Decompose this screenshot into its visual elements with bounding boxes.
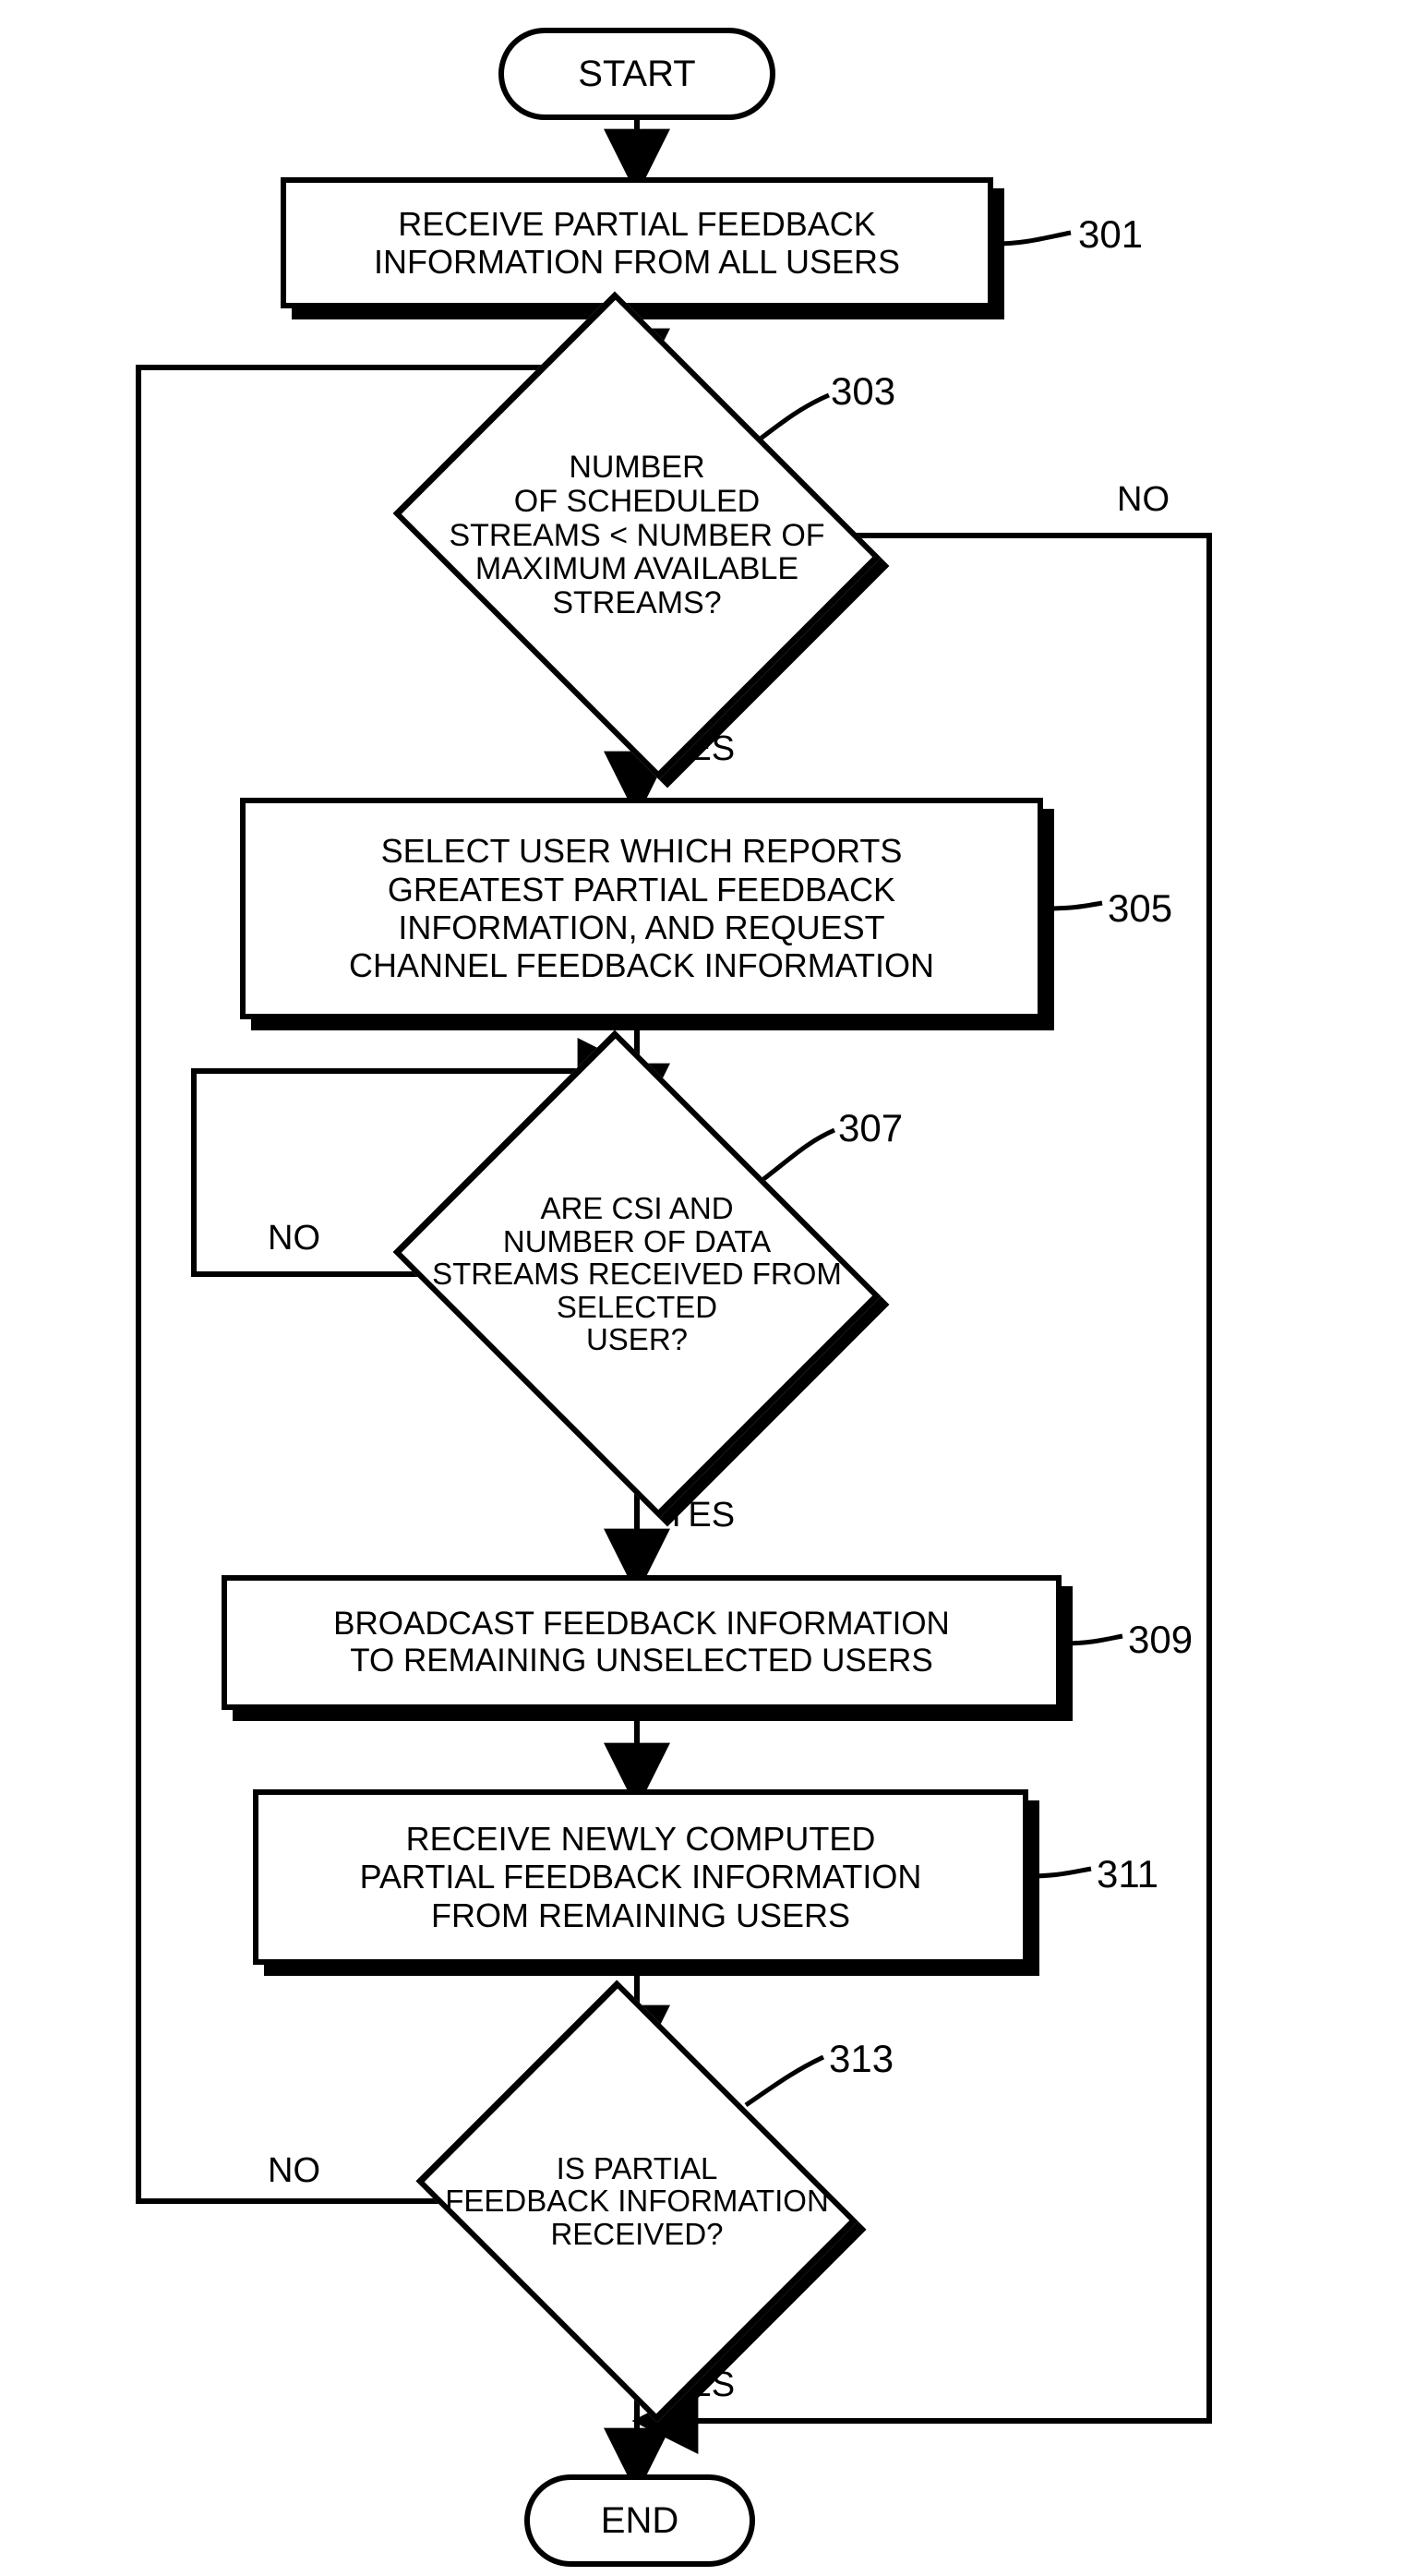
label-313-no: NO xyxy=(268,2151,320,2191)
decision-307: ARE CSI AND NUMBER OF DATA STREAMS RECEI… xyxy=(480,1117,794,1431)
decision-307-label: ARE CSI AND NUMBER OF DATA STREAMS RECEI… xyxy=(432,1192,842,1356)
decision-313: IS PARTIAL FEEDBACK INFORMATION RECEIVED… xyxy=(495,2059,779,2343)
process-311: RECEIVE NEWLY COMPUTED PARTIAL FEEDBACK … xyxy=(253,1789,1028,1965)
decision-303: NUMBER OF SCHEDULED STREAMS < NUMBER OF … xyxy=(480,379,794,692)
process-309-label: BROADCAST FEEDBACK INFORMATION TO REMAIN… xyxy=(333,1606,950,1680)
decision-303-label: NUMBER OF SCHEDULED STREAMS < NUMBER OF … xyxy=(449,451,824,620)
terminator-end-label: END xyxy=(601,2499,678,2542)
decision-313-label: IS PARTIAL FEEDBACK INFORMATION RECEIVED… xyxy=(445,2152,829,2251)
process-301-label: RECEIVE PARTIAL FEEDBACK INFORMATION FRO… xyxy=(374,205,900,282)
process-301: RECEIVE PARTIAL FEEDBACK INFORMATION FRO… xyxy=(281,177,993,308)
process-305: SELECT USER WHICH REPORTS GREATEST PARTI… xyxy=(240,798,1043,1019)
process-309: BROADCAST FEEDBACK INFORMATION TO REMAIN… xyxy=(222,1575,1062,1710)
terminator-end: END xyxy=(524,2474,755,2567)
process-311-label: RECEIVE NEWLY COMPUTED PARTIAL FEEDBACK … xyxy=(360,1820,922,1934)
label-307-no: NO xyxy=(268,1219,320,1258)
label-303-no: NO xyxy=(1117,480,1170,520)
terminator-start-label: START xyxy=(578,53,695,95)
process-305-label: SELECT USER WHICH REPORTS GREATEST PARTI… xyxy=(349,832,934,985)
terminator-start: START xyxy=(498,28,775,120)
